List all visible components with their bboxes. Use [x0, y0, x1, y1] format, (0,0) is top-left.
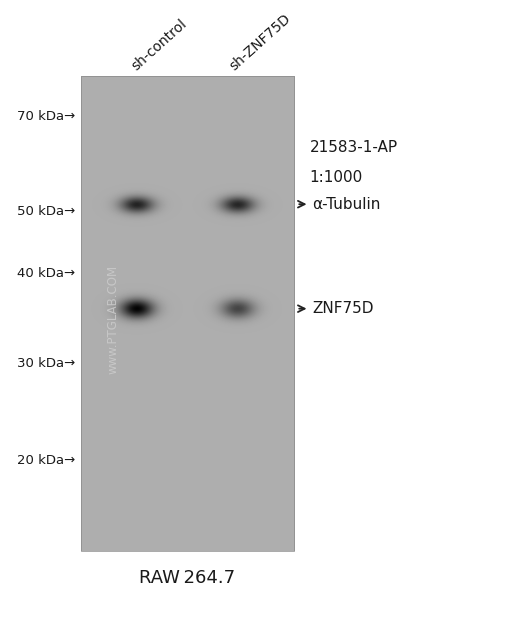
Text: 70 kDa→: 70 kDa→: [17, 110, 75, 123]
Text: ZNF75D: ZNF75D: [312, 301, 373, 316]
Text: RAW 264.7: RAW 264.7: [139, 569, 235, 587]
Text: www.PTGLAB.COM: www.PTGLAB.COM: [106, 265, 119, 374]
Bar: [81, 76, 294, 551]
Text: sh-ZNF75D: sh-ZNF75D: [227, 11, 293, 73]
Text: sh-control: sh-control: [129, 16, 189, 73]
Text: 50 kDa→: 50 kDa→: [17, 205, 75, 218]
Text: 1:1000: 1:1000: [309, 170, 362, 185]
Text: 21583-1-AP: 21583-1-AP: [309, 140, 397, 154]
Text: α-Tubulin: α-Tubulin: [312, 197, 380, 211]
Text: 30 kDa→: 30 kDa→: [17, 356, 75, 370]
Text: 20 kDa→: 20 kDa→: [17, 454, 75, 467]
Text: 40 kDa→: 40 kDa→: [17, 267, 75, 280]
